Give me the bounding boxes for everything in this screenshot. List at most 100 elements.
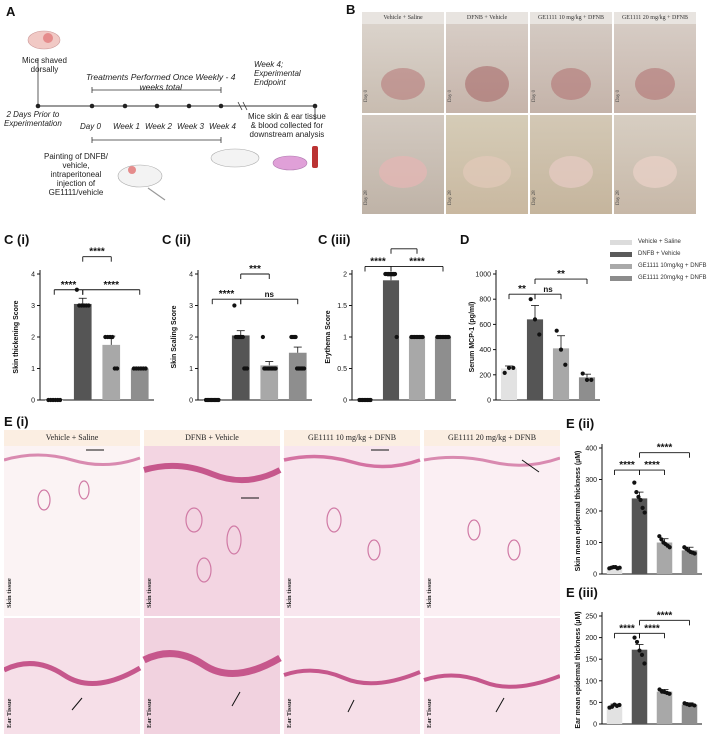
panel-label-b: B (346, 2, 356, 17)
follicle-mark (326, 507, 342, 533)
legend-swatch (610, 239, 632, 245)
bar (260, 365, 279, 400)
follicle-mark (185, 507, 203, 533)
panel-label-cii: C (ii) (162, 232, 191, 247)
sig-label: **** (89, 247, 105, 258)
timepoint-week3: Week 3 (177, 122, 204, 131)
bar (130, 368, 149, 400)
data-point (657, 534, 662, 539)
treated-mouse-icon (117, 164, 163, 188)
data-point (667, 691, 672, 696)
timepoint-marker (35, 103, 41, 109)
sig-label: **** (409, 256, 425, 267)
y-tick-label: 800 (479, 297, 491, 304)
data-point (632, 480, 637, 485)
data-point (642, 510, 647, 515)
data-point (368, 397, 373, 403)
follicle-mark (78, 480, 90, 500)
data-point (634, 639, 640, 645)
lesion-mark (379, 156, 427, 188)
arrow-icon (231, 691, 241, 707)
bar (681, 550, 698, 574)
data-point (86, 303, 91, 308)
sig-label: ** (518, 284, 526, 295)
data-point (273, 366, 278, 371)
data-point (558, 347, 564, 352)
sig-label: **** (219, 289, 235, 300)
row-label-skin: Skin tissue (286, 578, 293, 608)
sig-label: ** (557, 269, 565, 280)
legend-label: GE1111 20mg/kg + DNFB (638, 275, 707, 281)
y-tick-label: 600 (479, 322, 491, 329)
follicle-mark (226, 525, 242, 555)
y-axis-label: Erythema Score (325, 310, 332, 363)
data-point (639, 652, 645, 657)
timepoint-marker (186, 103, 192, 109)
timepoint-marker (154, 103, 160, 109)
row-label-ear: Ear Tissue (146, 698, 153, 728)
y-tick-label: 0 (31, 398, 35, 405)
data-point (392, 271, 398, 277)
row-label-ear: Ear Tissue (6, 698, 13, 728)
sig-label: **** (61, 280, 77, 291)
data-point (115, 366, 120, 371)
chart-serum-mcp1: 0 200 400 600 800 1000 Serum MCP-1 (pg/ml) ** ns… (469, 269, 600, 405)
y-tick-label: 1 (31, 366, 35, 373)
chart-erythema: 0 0.5 1 1.5 2 Erythema Score **** **** **** (325, 244, 456, 405)
collected-text: Mice skin & ear tissue & blood collected… (248, 112, 326, 139)
y-tick-label: 200 (585, 635, 597, 642)
y-tick-label: 300 (585, 477, 597, 484)
data-point (502, 370, 507, 376)
histology-stain-overlay (4, 449, 560, 713)
timepoint-week1: Week 1 (113, 122, 140, 131)
lesion-mark (633, 156, 677, 188)
lesion-mark (549, 156, 593, 188)
y-tick-label: 0 (487, 398, 491, 405)
data-point (580, 371, 585, 376)
sig-label: **** (103, 280, 119, 291)
row-label-skin: Skin tissue (146, 578, 153, 608)
data-point (216, 397, 221, 403)
data-point (420, 334, 425, 340)
bar (500, 368, 518, 400)
follicle-mark (507, 539, 521, 561)
sig-label: **** (396, 244, 412, 250)
bar (102, 344, 121, 400)
panel-label-eii: E (ii) (566, 416, 595, 431)
data-point (638, 497, 643, 503)
arrow-icon (71, 697, 83, 711)
bar (73, 303, 92, 400)
lesion-mark (465, 66, 509, 102)
bar (288, 352, 307, 400)
histo-header: GE1111 20 mg/kg + DFNB (424, 430, 560, 446)
sig-label: ns (265, 290, 275, 299)
row-label-ear: Ear Tissue (426, 698, 433, 728)
legend-item: GE1111 10mg/kg + DNFB (610, 260, 707, 272)
blood-tube-icon (312, 146, 318, 168)
data-point (532, 317, 538, 322)
legend-item: DNFB + Vehicle (610, 248, 707, 260)
panel-label-eiii: E (iii) (566, 585, 598, 600)
y-tick-label: 100 (585, 678, 597, 685)
legend-swatch (610, 275, 632, 281)
data-point (293, 334, 298, 340)
legend-swatch (610, 251, 632, 257)
lesion-mark (463, 156, 511, 188)
data-point (617, 565, 622, 570)
legend-item: Vehicle + Saline (610, 236, 707, 248)
data-point (617, 702, 622, 708)
y-tick-label: 2 (343, 272, 347, 279)
bar (631, 498, 648, 574)
epidermis-line (143, 462, 282, 484)
panel-label-d: D (460, 232, 470, 247)
shaved-patch-icon (43, 33, 53, 43)
y-tick-label: 3 (189, 303, 193, 310)
histo-header: Vehicle + Saline (4, 430, 140, 446)
break-mark (237, 101, 243, 111)
sig-label: **** (619, 623, 635, 634)
legend-label: GE1111 10mg/kg + DNFB (638, 263, 707, 269)
y-tick-label: 200 (585, 509, 597, 516)
arrow-icon (347, 699, 355, 713)
